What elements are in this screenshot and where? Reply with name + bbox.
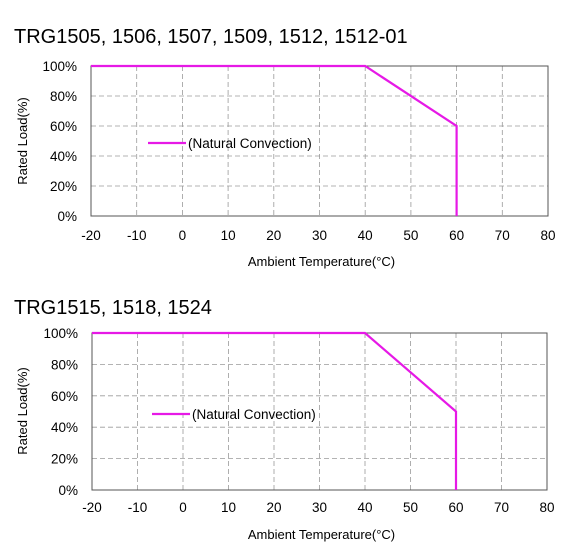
y-axis-label: Rated Load(%) bbox=[15, 367, 30, 454]
y-tick-label: 40% bbox=[51, 420, 78, 435]
x-axis-label: Ambient Temperature(°C) bbox=[248, 254, 395, 269]
y-tick-label: 100% bbox=[43, 326, 78, 341]
x-tick-label: 0 bbox=[179, 500, 187, 515]
derating-chart-1: TRG1505, 1506, 1507, 1509, 1512, 1512-01… bbox=[0, 0, 587, 275]
plot-frame bbox=[91, 332, 548, 491]
x-tick-label: -10 bbox=[127, 228, 147, 243]
series-line bbox=[92, 331, 458, 490]
x-tick-label: 40 bbox=[358, 228, 373, 243]
x-tick-label: 20 bbox=[266, 228, 281, 243]
x-axis-label: Ambient Temperature(°C) bbox=[248, 527, 395, 542]
x-tick-label: 70 bbox=[495, 228, 510, 243]
chart-title: TRG1515, 1518, 1524 bbox=[14, 297, 212, 319]
chart-svg: -20 -10 0 10 20 30 40 50 60 70 80 0% 20% 40% 60% 80% 100… bbox=[15, 59, 556, 269]
y-tick-label: 20% bbox=[51, 452, 78, 467]
legend-label: (Natural Convection) bbox=[192, 407, 316, 422]
y-tick-label: 60% bbox=[50, 119, 77, 134]
x-tick-label: 50 bbox=[403, 228, 418, 243]
x-tick-label: 20 bbox=[266, 500, 281, 515]
series-line bbox=[91, 64, 458, 216]
y-tick-label: 60% bbox=[51, 389, 78, 404]
y-tick-label: 80% bbox=[51, 357, 78, 372]
chart-title: TRG1505, 1506, 1507, 1509, 1512, 1512-01 bbox=[14, 26, 408, 48]
y-tick-label: 0% bbox=[58, 483, 78, 498]
x-tick-label: 0 bbox=[179, 228, 187, 243]
y-tick-label: 80% bbox=[50, 89, 77, 104]
x-tick-label: 40 bbox=[357, 500, 372, 515]
x-tick-label: -20 bbox=[81, 228, 101, 243]
x-tick-label: 10 bbox=[221, 228, 236, 243]
x-tick-label: 10 bbox=[221, 500, 236, 515]
y-tick-label: 0% bbox=[57, 209, 77, 224]
y-tick-label: 40% bbox=[50, 149, 77, 164]
x-tick-label: 70 bbox=[494, 500, 509, 515]
x-tick-label: 80 bbox=[540, 228, 555, 243]
x-tick-label: 60 bbox=[448, 500, 463, 515]
y-axis-label: Rated Load(%) bbox=[15, 97, 30, 184]
x-tick-label: -10 bbox=[128, 500, 148, 515]
x-tick-label: 30 bbox=[312, 228, 327, 243]
x-tick-label: 80 bbox=[539, 500, 554, 515]
y-tick-label: 100% bbox=[42, 59, 77, 74]
y-tick-label: 20% bbox=[50, 179, 77, 194]
x-tick-label: 60 bbox=[449, 228, 464, 243]
legend-label: (Natural Convection) bbox=[188, 136, 312, 151]
x-tick-label: -20 bbox=[82, 500, 102, 515]
x-tick-label: 50 bbox=[403, 500, 418, 515]
x-tick-label: 30 bbox=[312, 500, 327, 515]
